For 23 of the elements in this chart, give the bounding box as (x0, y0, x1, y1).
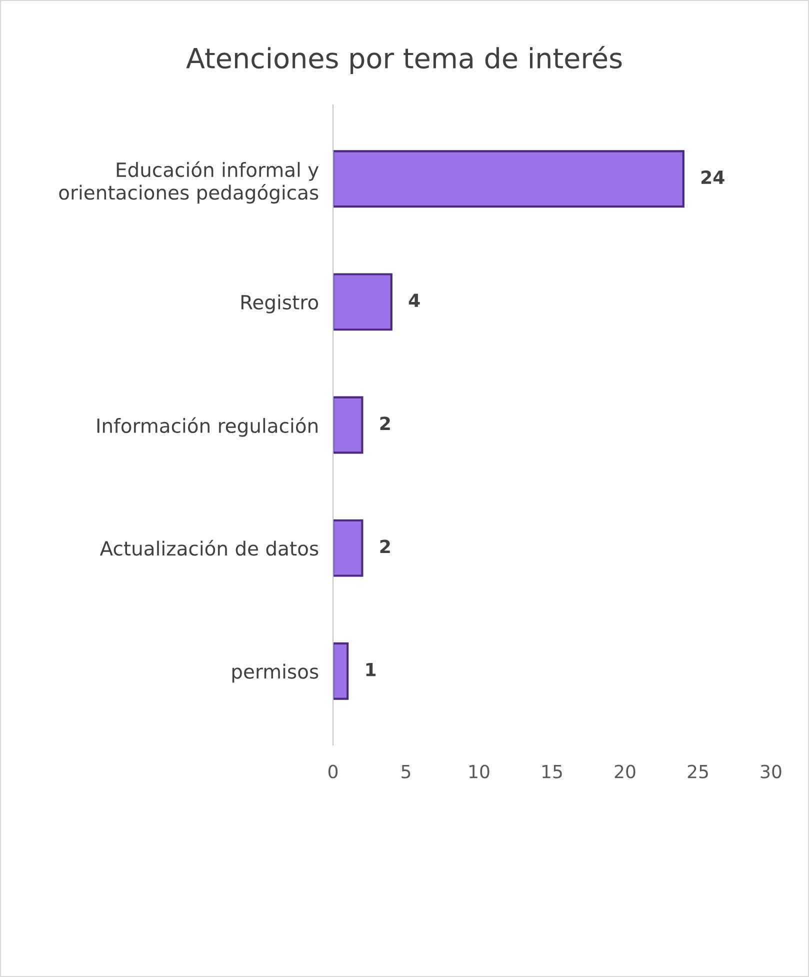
x-tick-label: 20 (614, 764, 636, 778)
y-tick-label: Registro (241, 294, 318, 314)
data-label: 1 (366, 662, 376, 676)
x-tick-label: 0 (328, 764, 338, 778)
chart-title: Atenciones por tema de interés (186, 46, 622, 74)
bar (333, 396, 364, 454)
y-tick-label: permisos (232, 664, 318, 683)
x-tick-label: 30 (760, 764, 782, 778)
bar (333, 273, 392, 331)
y-tick-label: Educación informal y orientaciones pedagógicas (59, 161, 319, 204)
x-tick-label: 25 (688, 764, 708, 778)
bar (333, 519, 364, 577)
y-tick-label: Actualización de datos (100, 540, 318, 556)
x-tick-label: 5 (402, 765, 410, 778)
y-tick-label: Información regulación (97, 417, 318, 437)
x-tick-label: 10 (469, 764, 490, 778)
data-label: 2 (380, 416, 390, 430)
data-label: 4 (408, 294, 420, 307)
bar (333, 150, 684, 208)
x-tick-label: 15 (542, 765, 562, 778)
data-label: 2 (380, 540, 390, 554)
data-label: 24 (701, 170, 724, 184)
bar (333, 642, 349, 700)
